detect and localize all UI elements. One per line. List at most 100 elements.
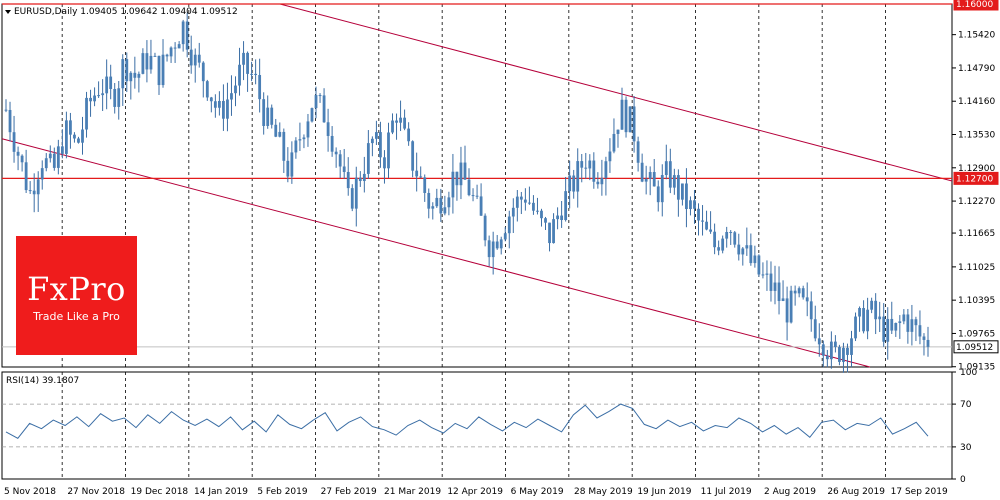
candle-body: [592, 160, 596, 182]
candle-body: [793, 290, 797, 294]
candle-body: [189, 49, 193, 66]
candle-body: [685, 183, 688, 210]
candle-body: [290, 152, 294, 177]
candle-body: [270, 107, 274, 125]
candle-body: [60, 146, 64, 154]
candle-body: [193, 54, 197, 66]
x-tick-label: 27 Feb 2019: [321, 487, 377, 497]
candle-body: [242, 52, 245, 65]
candle-body: [20, 155, 24, 163]
candle-body: [676, 175, 680, 200]
x-tick-label: 19 Dec 2018: [131, 487, 189, 497]
y-tick-label: 1.09765: [958, 329, 995, 339]
x-tick-label: 19 Jun 2019: [637, 487, 691, 497]
candle-body: [169, 47, 173, 57]
candle-body: [24, 162, 28, 191]
y-tick-label: 1.14790: [958, 64, 995, 74]
candle-body: [660, 175, 664, 203]
candle-body: [926, 339, 930, 347]
top-level-label-bg: [953, 0, 999, 11]
candle-body: [672, 175, 676, 188]
candle-body: [813, 319, 817, 339]
candle-body: [652, 172, 656, 187]
candle-body: [741, 248, 745, 255]
y-tick-label: 1.13530: [958, 131, 995, 141]
x-tick-label: 5 Feb 2019: [257, 487, 308, 497]
candle-body: [528, 202, 531, 204]
candle-body: [604, 161, 608, 178]
x-tick-label: 2 Aug 2019: [764, 487, 816, 497]
y-tick-label: 1.12900: [958, 164, 995, 174]
candle-body: [97, 95, 101, 97]
channel-upper-line: [279, 3, 953, 182]
candle-body: [383, 157, 386, 169]
x-tick-label: 17 Sep 2019: [891, 487, 948, 497]
candle-body: [89, 97, 92, 102]
candle-body: [8, 109, 12, 133]
y-tick-label: 1.15420: [958, 31, 995, 41]
candle-body: [310, 108, 314, 122]
candle-body: [318, 95, 322, 97]
candle-body: [560, 215, 564, 221]
candle-body: [4, 109, 8, 111]
candle-body: [523, 199, 527, 203]
candle-body: [330, 135, 334, 152]
x-tick-label: 6 May 2019: [511, 487, 564, 497]
candle-body: [729, 231, 733, 233]
candle-body: [640, 162, 644, 182]
candle-body: [459, 162, 463, 186]
candle-body: [370, 138, 374, 144]
candle-body: [817, 338, 821, 345]
candle-body: [141, 53, 145, 74]
candle-body: [266, 107, 270, 126]
rsi-title: RSI(14) 39.1807: [6, 376, 79, 386]
candle-body: [463, 162, 467, 180]
candle-body: [693, 200, 696, 209]
candle-body: [532, 202, 535, 211]
x-tick-label: 14 Jan 2019: [194, 487, 248, 497]
candle-body: [898, 321, 902, 323]
candle-body: [109, 76, 113, 89]
candle-body: [197, 54, 201, 63]
candle-body: [205, 81, 209, 98]
candle-body: [230, 93, 233, 100]
candle-body: [479, 196, 483, 216]
candle-body: [882, 316, 886, 342]
y-tick-label: 1.11025: [958, 263, 995, 273]
candle-body: [56, 146, 60, 168]
candle-body: [85, 97, 88, 130]
candle-body: [129, 72, 133, 82]
candle-body: [552, 219, 555, 244]
candle-body: [805, 297, 809, 302]
candle-body: [548, 222, 551, 244]
candle-body: [391, 120, 394, 133]
candle-body: [721, 238, 725, 251]
candle-body: [584, 167, 588, 169]
candle-body: [342, 166, 346, 172]
candle-body: [821, 344, 825, 356]
last-price-label: 1.09512: [956, 343, 993, 353]
candle-body: [475, 195, 479, 197]
candle-body: [717, 247, 721, 251]
candle-body: [302, 137, 306, 140]
candle-body: [801, 288, 805, 298]
candle-body: [540, 210, 543, 219]
candle-body: [258, 75, 262, 100]
candle-body: [358, 177, 362, 182]
candle-body: [556, 215, 559, 220]
candle-body: [439, 197, 443, 214]
candle-body: [656, 186, 660, 203]
rsi-y-tick-label: 70: [960, 400, 972, 410]
candle-body: [487, 240, 491, 258]
candle-body: [125, 59, 129, 82]
candle-body: [217, 100, 221, 108]
candle-body: [809, 301, 813, 320]
candle-body: [596, 181, 600, 185]
candle-body: [415, 170, 419, 177]
candle-body: [375, 132, 378, 139]
candle-body: [399, 117, 402, 123]
x-tick-label: 26 Aug 2019: [827, 487, 885, 497]
candle-body: [689, 200, 692, 210]
candle-body: [495, 241, 499, 249]
candle-body: [648, 172, 652, 179]
